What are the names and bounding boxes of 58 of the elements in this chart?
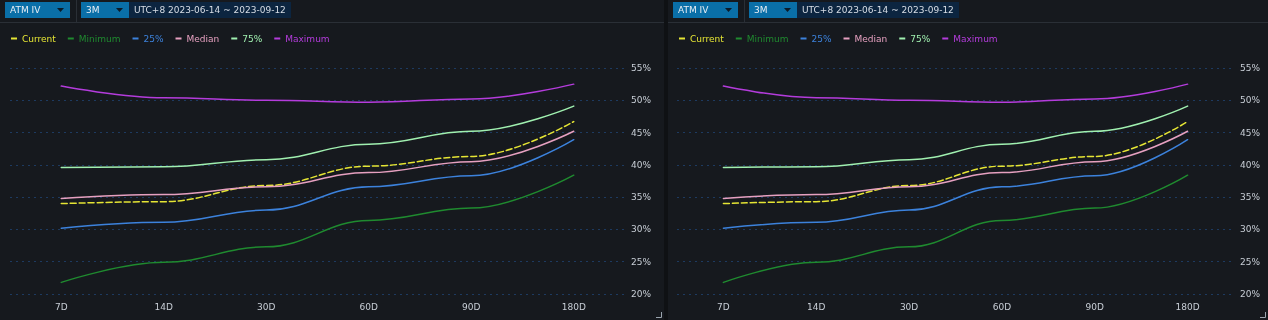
text: ATM IV: [673, 2, 738, 18]
x-tick-label: 60D: [992, 301, 1012, 312]
line-series: [60, 105, 575, 169]
legend-label: 75%: [242, 33, 263, 44]
text: UTC+8 2023-06-14 ~ 2023-09-12: [797, 2, 959, 18]
x-tick-label: 14D: [807, 301, 826, 312]
y-tick-label: 25%: [631, 256, 652, 267]
x-tick-label: 90D: [1085, 301, 1105, 312]
legend-label: 25%: [143, 33, 164, 44]
line-series: [722, 130, 1189, 200]
legend-label: Median: [186, 33, 220, 44]
y-tick-label: 50%: [1240, 95, 1261, 106]
legend-label: Minimum: [746, 33, 789, 44]
y-tick-label: 55%: [1240, 63, 1261, 73]
y-tick-label: 20%: [1240, 289, 1261, 299]
x-tick-label: 14D: [154, 301, 174, 312]
legend-label: Minimum: [78, 33, 121, 44]
y-tick-label: 25%: [1240, 256, 1261, 267]
x-tick-label: 180D: [1175, 301, 1200, 312]
x-tick-label: 90D: [462, 301, 481, 312]
legend-label: 25%: [811, 33, 832, 44]
text: 3M: [81, 2, 129, 18]
y-tick-label: 40%: [631, 159, 652, 170]
x-tick-label: 30D: [257, 301, 276, 312]
legend-label: Current: [22, 33, 57, 44]
line-series: [722, 120, 1189, 205]
line-series: [722, 138, 1189, 229]
y-tick-label: 35%: [1240, 192, 1261, 203]
x-tick-label: 7D: [717, 301, 730, 312]
y-tick-label: 55%: [631, 63, 652, 73]
y-tick-label: 35%: [631, 192, 652, 203]
text: ATM IV: [5, 2, 70, 18]
line-series: [722, 105, 1189, 169]
text: UTC+8 2023-06-14 ~ 2023-09-12: [129, 2, 291, 18]
y-tick-label: 50%: [631, 95, 652, 106]
legend-label: Maximum: [953, 33, 998, 44]
y-tick-label: 45%: [631, 127, 652, 138]
x-tick-label: 180D: [561, 301, 586, 312]
y-tick-label: 30%: [1240, 224, 1261, 235]
legend-label: 75%: [910, 33, 931, 44]
y-tick-label: 40%: [1240, 159, 1261, 170]
x-tick-label: 30D: [899, 301, 919, 312]
legend-label: Median: [854, 33, 888, 44]
line-series: [60, 130, 575, 200]
y-tick-label: 30%: [631, 224, 652, 235]
legend-label: Current: [690, 33, 725, 44]
x-tick-label: 60D: [359, 301, 379, 312]
line-series: [60, 83, 575, 103]
legend-label: Maximum: [285, 33, 330, 44]
x-tick-label: 7D: [54, 301, 68, 312]
line-series: [60, 174, 575, 284]
text: 3M: [749, 2, 797, 18]
line-series: [722, 83, 1189, 103]
y-tick-label: 45%: [1240, 127, 1261, 138]
y-tick-label: 20%: [631, 289, 652, 299]
line-series: [60, 138, 575, 229]
line-series: [60, 120, 575, 205]
line-series: [722, 174, 1189, 284]
